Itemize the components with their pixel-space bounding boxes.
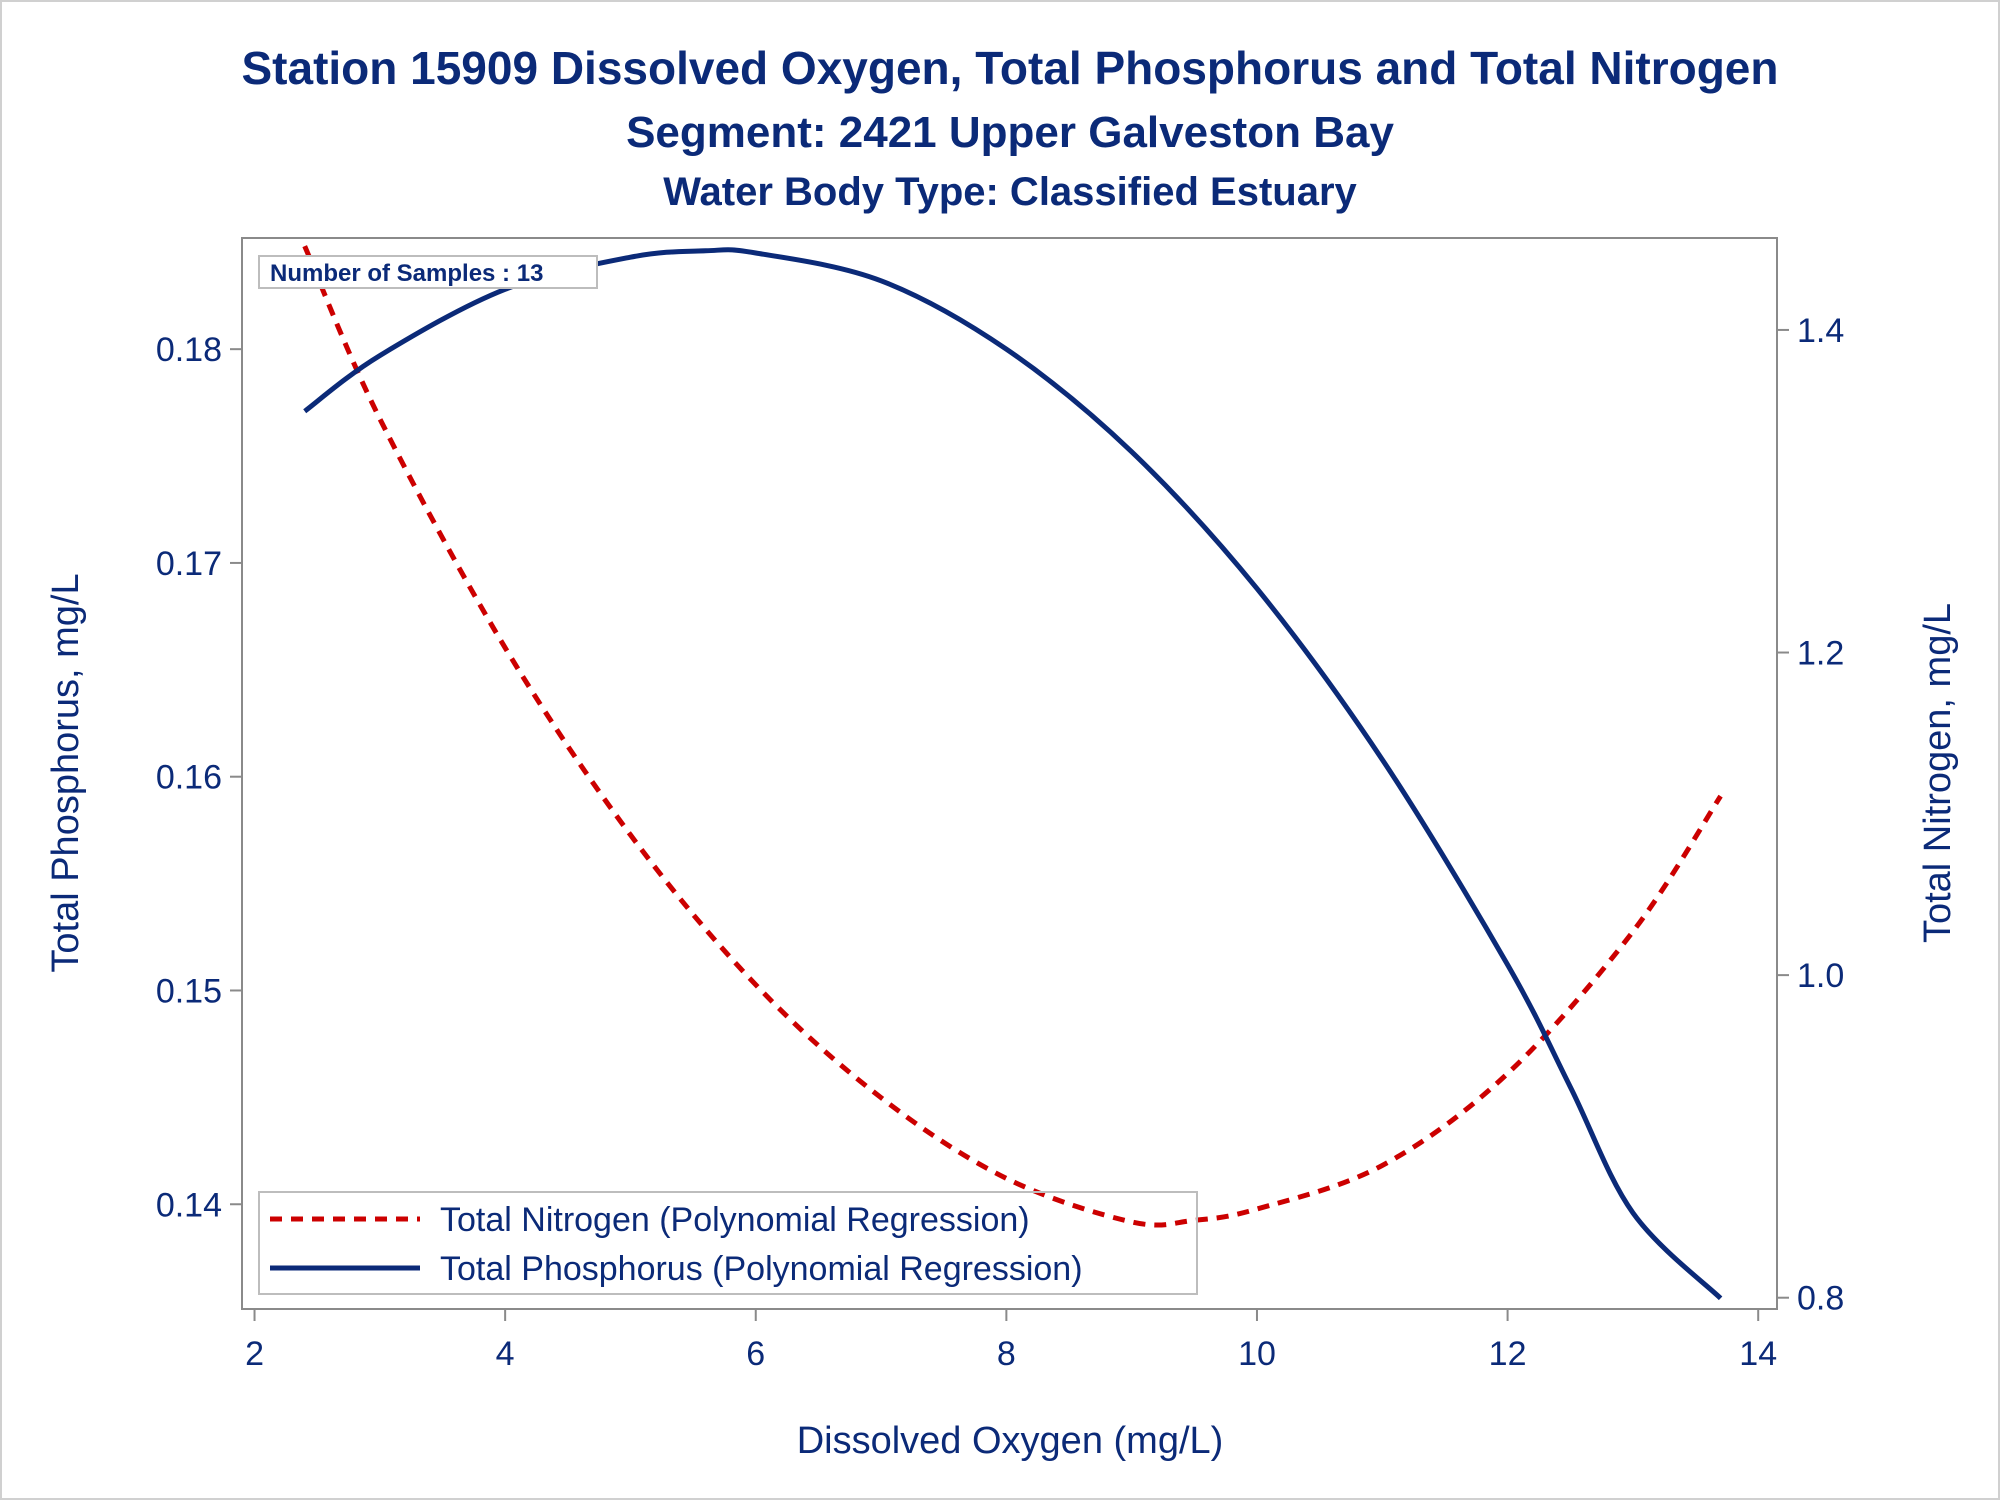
legend-label-nitrogen: Total Nitrogen (Polynomial Regression) xyxy=(440,1201,1030,1239)
x-axis: 2 4 6 8 10 12 14 xyxy=(245,1309,1777,1373)
samples-annotation: Number of Samples : 13 xyxy=(258,255,598,289)
chart-subtitle: Segment: 2421 Upper Galveston Bay xyxy=(626,108,1394,157)
samples-annotation-text: Number of Samples : 13 xyxy=(270,260,543,287)
y-left-tick-label: 0.16 xyxy=(156,759,222,797)
y-axis-right: 0.8 1.0 1.2 1.4 xyxy=(1777,312,1844,1318)
y-left-tick-label: 0.14 xyxy=(156,1186,222,1224)
samples-annotation-box xyxy=(258,255,598,289)
x-tick-label: 6 xyxy=(746,1335,765,1373)
y-left-tick-label: 0.17 xyxy=(156,545,222,583)
x-tick-label: 4 xyxy=(496,1335,515,1373)
legend: Total Nitrogen (Polynomial Regression) T… xyxy=(258,1191,1198,1295)
x-axis-label: Dissolved Oxygen (mg/L) xyxy=(797,1420,1224,1462)
chart-subtitle-2: Water Body Type: Classified Estuary xyxy=(663,170,1357,214)
y-right-tick-label: 1.4 xyxy=(1797,312,1844,350)
chart-title: Station 15909 Dissolved Oxygen, Total Ph… xyxy=(241,42,1778,94)
y-right-tick-label: 1.2 xyxy=(1797,635,1844,673)
x-tick-label: 2 xyxy=(245,1335,264,1373)
y-axis-left: 0.14 0.15 0.16 0.17 0.18 xyxy=(156,331,242,1224)
plot-area xyxy=(241,237,1778,1310)
x-tick-label: 14 xyxy=(1739,1335,1777,1373)
y-axis-right-label: Total Nitrogen, mg/L xyxy=(1917,603,1959,943)
series-line-total-nitrogen xyxy=(302,245,1723,1228)
legend-box xyxy=(258,1191,1198,1295)
y-left-tick-label: 0.18 xyxy=(156,331,222,369)
y-right-tick-label: 0.8 xyxy=(1797,1280,1844,1318)
legend-label-phosphorus: Total Phosphorus (Polynomial Regression) xyxy=(440,1250,1083,1288)
y-right-tick-label: 1.0 xyxy=(1797,957,1844,995)
x-tick-label: 10 xyxy=(1238,1335,1276,1373)
y-axis-left-label: Total Phosphorus, mg/L xyxy=(45,573,87,972)
series-line-total-phosphorus xyxy=(303,247,1723,1301)
y-left-tick-label: 0.15 xyxy=(156,972,222,1010)
x-tick-label: 8 xyxy=(997,1335,1016,1373)
x-tick-label: 12 xyxy=(1489,1335,1527,1373)
